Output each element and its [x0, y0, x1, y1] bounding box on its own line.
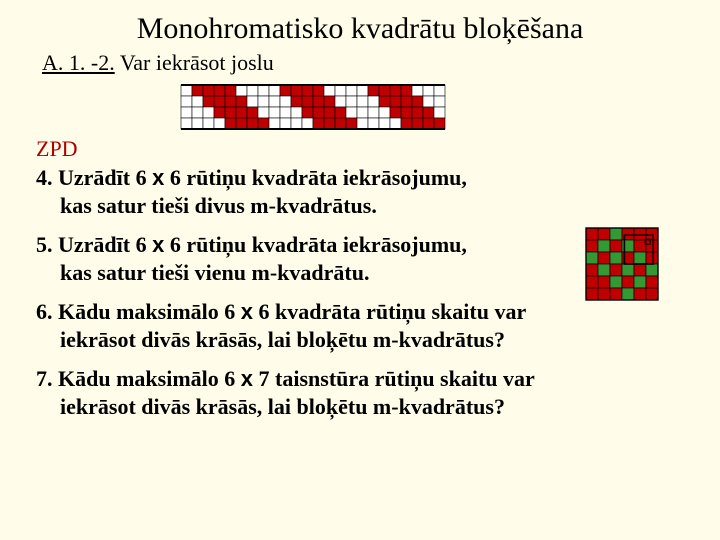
zpd-label: ZPD: [36, 136, 720, 162]
line-a-prefix: A. 1. -2.: [42, 50, 115, 75]
line-a: A. 1. -2. Var iekrāsot joslu: [42, 50, 720, 76]
strip-grid: [180, 84, 720, 130]
page-title: Monohromatisko kvadrātu bloķēšana: [0, 0, 720, 46]
task-4: 4. Uzrādīt 6 x 6 rūtiņu kvadrāta iekrāso…: [36, 164, 678, 219]
small-grid: [580, 222, 664, 306]
line-a-rest: Var iekrāsot joslu: [115, 50, 274, 75]
task-6: 6. Kādu maksimālo 6 x 6 kvadrāta rūtiņu …: [36, 298, 678, 353]
task-7: 7. Kādu maksimālo 6 x 7 taisnstūra rūtiņ…: [36, 365, 678, 420]
